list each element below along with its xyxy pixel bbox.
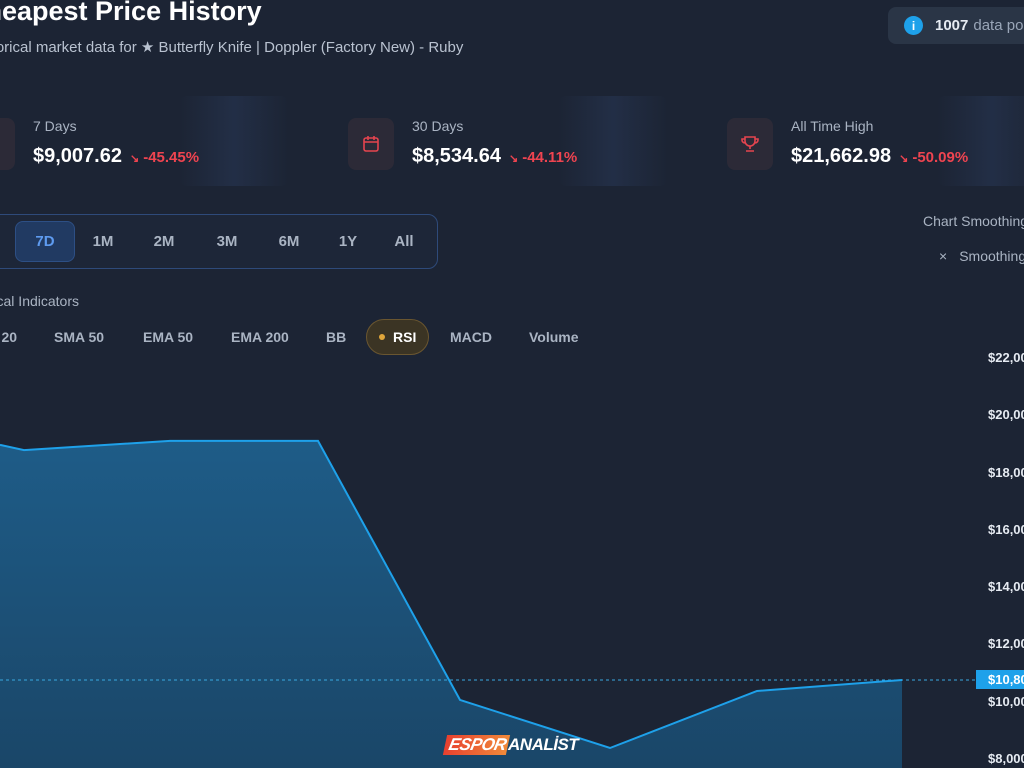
- stat-label: 7 Days: [33, 118, 77, 134]
- info-icon: i: [904, 16, 923, 35]
- stat-label: 30 Days: [412, 118, 464, 134]
- current-price-label: $10,800: [976, 670, 1024, 689]
- stat-card-7-days: 7 Days $9,007.62 ↘ -45.45%: [0, 96, 299, 186]
- y-tick-label: $20,000: [988, 407, 1024, 423]
- stat-value: $8,534.64: [412, 145, 501, 167]
- range-6m-button[interactable]: 6M: [278, 233, 300, 250]
- active-dot-icon: [379, 334, 385, 340]
- calendar-icon: [348, 118, 394, 170]
- y-tick-label: $14,000: [988, 579, 1024, 595]
- data-points-label: data points: [973, 17, 1024, 34]
- stat-card-30-days: 30 Days $8,534.64 ↘ -44.11%: [348, 96, 678, 186]
- indicator-ema50[interactable]: EMA 50: [143, 329, 194, 345]
- stat-change: -50.09%: [912, 149, 969, 166]
- smoothing-label: Chart Smoothing: [923, 213, 1024, 229]
- trend-down-icon: ↘: [508, 153, 519, 165]
- y-tick-label: $22,000: [988, 350, 1024, 365]
- esporanalist-logo: ESPORANALİST: [442, 735, 579, 755]
- range-3m-button[interactable]: 3M: [216, 233, 238, 250]
- indicator-volume[interactable]: Volume: [529, 329, 579, 345]
- stat-change: -45.45%: [143, 149, 200, 166]
- clock-icon: [0, 118, 15, 170]
- indicator-sma50[interactable]: SMA 50: [54, 329, 105, 345]
- range-7d-button[interactable]: 7D: [15, 221, 75, 262]
- range-1y-button[interactable]: 1Y: [338, 233, 358, 250]
- time-range-selector: 7D 1M 2M 3M 6M 1Y All: [0, 214, 438, 269]
- indicators-label: Technical Indicators: [0, 293, 79, 309]
- indicator-sma20[interactable]: SMA 20: [0, 329, 18, 345]
- page-subtitle: Historical market data for ★ Butterfly K…: [0, 39, 464, 56]
- stat-change: -44.11%: [522, 149, 578, 166]
- data-points-count: 1007: [935, 17, 969, 34]
- indicator-rsi[interactable]: RSI: [366, 319, 430, 355]
- y-tick-label: $10,000: [988, 693, 1024, 709]
- indicator-ema200[interactable]: EMA 200: [231, 329, 289, 345]
- stat-card-all-time-high: All Time High $21,662.98 ↘ -50.09%: [727, 96, 1024, 186]
- range-all-button[interactable]: All: [394, 233, 414, 250]
- trophy-icon: [727, 118, 773, 170]
- range-1m-button[interactable]: 1M: [92, 233, 114, 250]
- stat-value: $21,662.98: [791, 145, 892, 167]
- indicator-macd[interactable]: MACD: [450, 329, 492, 345]
- y-tick-label: $16,000: [988, 521, 1024, 537]
- y-tick-label: $8,000: [988, 751, 1024, 766]
- price-area-fill: [0, 440, 902, 768]
- close-icon: ×: [939, 248, 948, 264]
- data-points-badge: i 1007 data points: [888, 7, 1024, 44]
- smoothing-toggle[interactable]: ×Smoothing Off: [939, 248, 1024, 264]
- y-tick-label: $12,000: [988, 636, 1024, 652]
- trend-down-icon: ↘: [129, 153, 140, 165]
- page-title: Cheapest Price History: [0, 0, 262, 26]
- y-tick-label: $18,000: [988, 464, 1024, 480]
- trend-down-icon: ↘: [899, 153, 909, 165]
- stat-label: All Time High: [791, 118, 874, 134]
- range-2m-button[interactable]: 2M: [153, 233, 175, 250]
- price-line: [0, 439, 903, 750]
- stat-value: $9,007.62: [33, 145, 122, 167]
- indicator-bb[interactable]: BB: [326, 329, 347, 345]
